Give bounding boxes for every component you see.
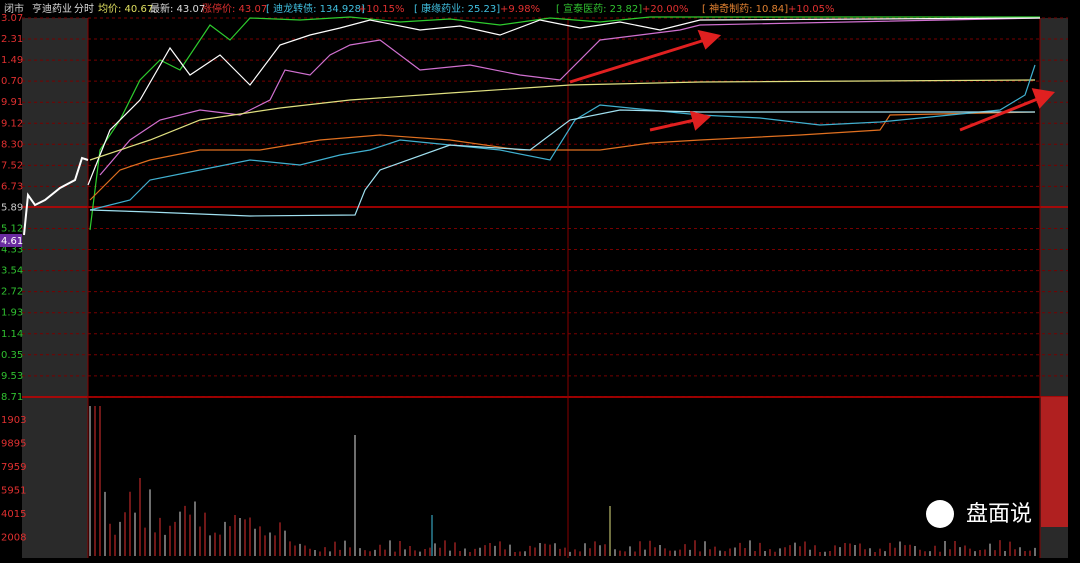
volume-block (1041, 397, 1068, 527)
axis-label: 1.93 (1, 308, 23, 319)
line-orange (89, 111, 1036, 201)
axis-label: 2.72 (1, 287, 23, 298)
header-latest: 最新: 43.07 (150, 2, 205, 15)
axis-label: 1.49 (1, 55, 23, 66)
related-change: +9.98% (500, 4, 540, 15)
header-avg: 均价: 40.67 (98, 3, 153, 15)
axis-label: 9.12 (1, 118, 23, 129)
volume-label: 5951 (1, 486, 26, 497)
axis-label: 9.91 (1, 97, 23, 108)
related-change: +10.05% (788, 4, 835, 15)
volume-label: 1903 (1, 415, 26, 426)
line-premarket (23, 156, 89, 236)
axis-label: 0.70 (1, 76, 23, 87)
axis-label: 3.54 (1, 266, 23, 277)
axis-label: 6.73 (1, 181, 23, 192)
header-stock: 亨迪药业 (32, 2, 72, 15)
wechat-icon (926, 500, 954, 528)
axis-label: 3.07 (1, 13, 23, 24)
line-cyan (89, 64, 1036, 211)
line-violet (99, 17, 1041, 176)
line-white (87, 17, 1041, 186)
related-name: [ 神奇制药: 10.84] (702, 2, 788, 15)
line-green (89, 16, 1040, 231)
axis-label: 0.35 (1, 350, 23, 361)
axis-label: 2.31 (1, 34, 23, 45)
axis-label: 7.52 (1, 160, 23, 171)
premarket-panel (22, 18, 88, 558)
price-lines (23, 16, 1041, 236)
marker-label: 4.61 (1, 236, 23, 247)
axis-label: 9.53 (1, 371, 23, 382)
related-name: [ 迪龙转债: 134.928] (266, 2, 365, 15)
arrows (569, 29, 1055, 132)
axis-label: 1.14 (1, 329, 23, 340)
header-limit: 涨停价: 43.07 (202, 2, 267, 15)
left-axis: 3.07 2.31 1.49 0.70 9.91 9.12 8.30 7.52 6.73 5.89… (1, 13, 26, 544)
watermark: 盘面说 (966, 502, 1032, 527)
volume-label: 7959 (1, 462, 26, 473)
axis-label: 8.71 (1, 392, 23, 403)
line-yellow (89, 79, 1036, 161)
header-status: 闭市 (4, 2, 24, 15)
axis-label: 4.33 (1, 245, 23, 256)
marker-bg (0, 234, 22, 247)
axis-label: 5.12 (1, 224, 23, 235)
grid (22, 17, 1068, 398)
volume-label: 2008 (1, 533, 26, 544)
header-mode: 分时 (74, 3, 94, 15)
axis-label: 5.89 (1, 202, 23, 213)
line-lightblue (89, 109, 1035, 217)
related-change: +20.00% (642, 4, 689, 15)
volume-label: 4015 (1, 509, 26, 520)
volume-label: 9895 (1, 439, 26, 450)
volume-bars (89, 397, 1068, 556)
axis-label: 8.30 (1, 139, 23, 150)
related-name: [ 宣泰医药: 23.82] (556, 2, 642, 15)
related-change: +10.15% (358, 4, 405, 15)
related-name: [ 康缘药业: 25.23] (414, 2, 500, 15)
